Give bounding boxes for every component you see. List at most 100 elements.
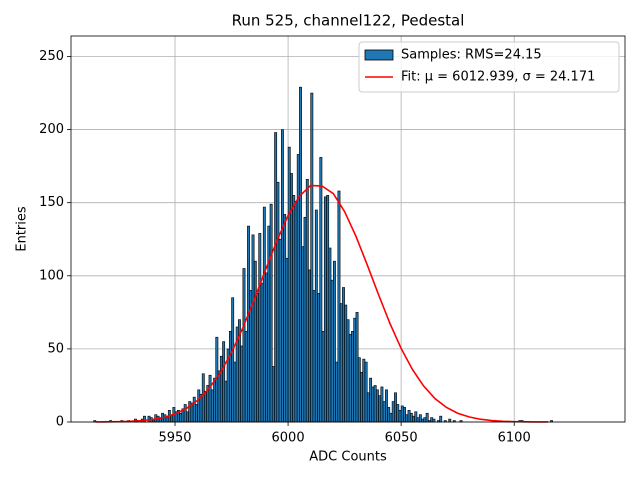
- bar: [287, 146, 291, 423]
- x-tick-label: 6050: [385, 431, 418, 446]
- bar: [387, 407, 391, 423]
- bar: [362, 358, 366, 423]
- bar: [355, 312, 359, 423]
- bar: [409, 412, 413, 423]
- bar: [251, 234, 255, 423]
- bar: [179, 412, 183, 423]
- bar: [344, 304, 348, 423]
- bar: [357, 357, 361, 423]
- legend-box: [358, 41, 620, 93]
- plot-area: [93, 86, 553, 423]
- bar: [308, 269, 311, 423]
- bar: [353, 317, 357, 423]
- bar: [448, 418, 452, 423]
- bar: [319, 157, 323, 423]
- bar: [292, 195, 296, 423]
- bar: [303, 217, 307, 423]
- bar: [382, 401, 386, 423]
- bar: [283, 214, 287, 423]
- x-tick-label: 6000: [272, 431, 305, 446]
- legend: Samples: RMS=24.15 Fit: μ = 6012.939, σ =…: [358, 41, 620, 93]
- bar: [296, 154, 300, 423]
- bar: [197, 389, 201, 423]
- bar: [364, 361, 368, 423]
- bar: [224, 380, 228, 423]
- bar: [258, 233, 262, 423]
- bar: [312, 290, 316, 423]
- bar: [233, 361, 237, 423]
- bar: [186, 411, 189, 423]
- y-tick-label: 150: [39, 195, 64, 210]
- bar: [342, 287, 345, 423]
- bar: [242, 268, 246, 423]
- bar: [335, 361, 339, 423]
- bar: [360, 371, 363, 423]
- bar: [375, 389, 379, 423]
- bar: [228, 331, 232, 423]
- bar: [314, 209, 318, 423]
- bar: [412, 415, 416, 423]
- bar: [371, 386, 375, 423]
- bar: [391, 401, 395, 423]
- bar: [285, 257, 289, 423]
- bar: [192, 396, 196, 423]
- plot-frame: [70, 35, 626, 423]
- bar: [267, 225, 271, 423]
- bar: [262, 206, 266, 423]
- bar: [163, 414, 167, 423]
- legend-label: Fit: μ = 6012.939, σ = 24.171: [401, 70, 595, 85]
- bar: [351, 331, 354, 423]
- bar: [380, 386, 384, 423]
- bar: [276, 181, 280, 423]
- bar: [339, 303, 343, 423]
- bar: [265, 272, 269, 423]
- bar: [195, 404, 198, 423]
- x-tick-label: 6100: [498, 431, 531, 446]
- y-tick-label: 50: [47, 341, 64, 356]
- bar: [396, 404, 400, 423]
- bar: [373, 385, 377, 423]
- y-tick-label: 200: [39, 122, 64, 137]
- bar: [333, 260, 336, 423]
- bar: [301, 246, 305, 423]
- fit-line: [95, 184, 549, 423]
- chart-title: Run 525, channel122, Pedestal: [232, 12, 465, 30]
- bar: [305, 178, 309, 423]
- bar: [418, 414, 422, 423]
- bar: [183, 404, 187, 423]
- bar: [326, 195, 330, 423]
- bar: [271, 366, 275, 423]
- bar: [389, 412, 393, 423]
- bar: [407, 410, 411, 423]
- bar: [274, 132, 278, 423]
- y-tick-label: 100: [39, 268, 64, 283]
- bar: [323, 196, 327, 423]
- bar: [253, 260, 257, 423]
- bar: [346, 319, 350, 423]
- bar: [310, 92, 314, 423]
- bar: [165, 417, 169, 423]
- legend-swatch: [364, 49, 394, 61]
- bar: [423, 417, 427, 423]
- bar: [432, 418, 436, 423]
- x-axis-label: ADC Counts: [309, 450, 387, 465]
- bar: [421, 418, 425, 423]
- bar: [201, 373, 205, 423]
- legend-label: Samples: RMS=24.15: [401, 48, 542, 63]
- y-axis-label: Entries: [15, 206, 30, 252]
- bar: [385, 389, 388, 423]
- bar: [405, 414, 409, 423]
- bar: [330, 279, 334, 423]
- bar: [337, 190, 341, 423]
- x-tick-label: 5950: [158, 431, 191, 446]
- bar: [222, 341, 226, 423]
- bar: [394, 392, 397, 423]
- bar: [403, 407, 406, 423]
- bar: [416, 417, 420, 423]
- bar: [348, 333, 352, 423]
- bar: [294, 200, 298, 423]
- bar: [366, 392, 370, 423]
- bar: [328, 247, 332, 423]
- bar: [425, 412, 429, 423]
